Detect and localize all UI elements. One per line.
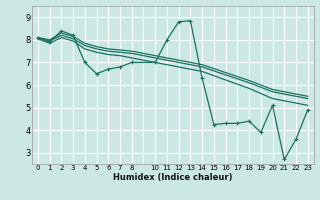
X-axis label: Humidex (Indice chaleur): Humidex (Indice chaleur): [113, 173, 233, 182]
